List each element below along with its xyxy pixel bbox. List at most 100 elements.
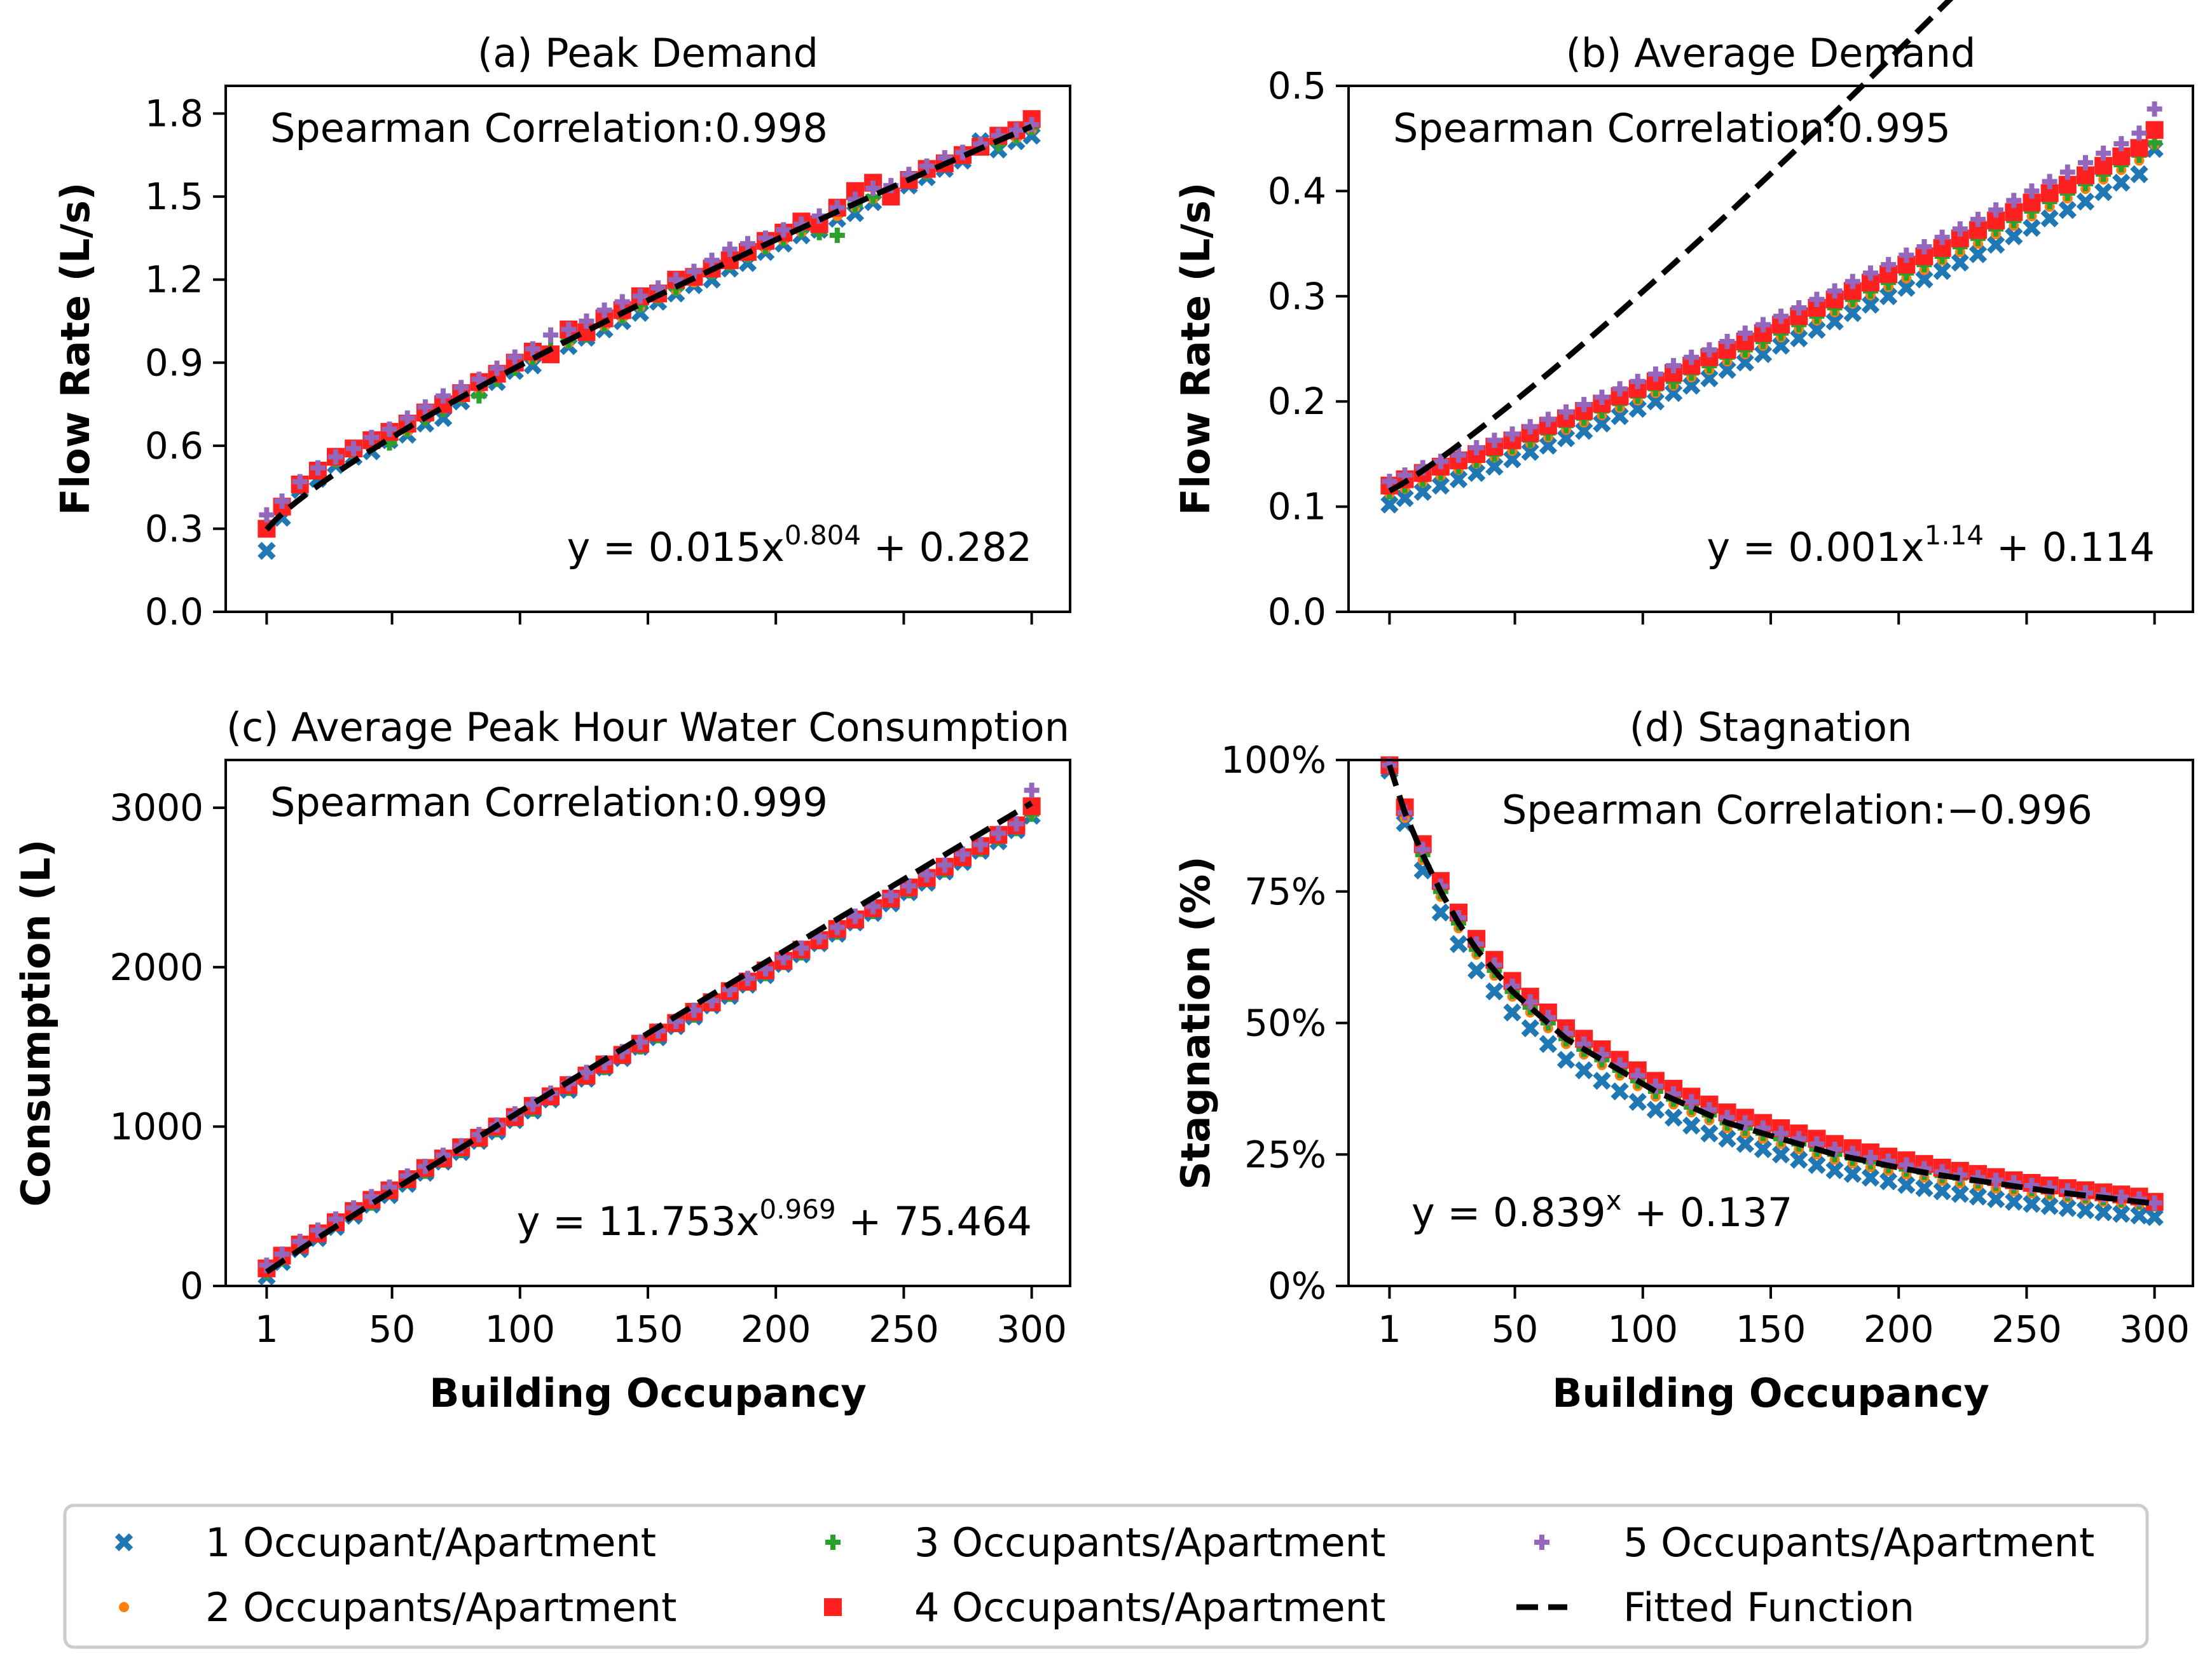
data-point (1736, 353, 1754, 372)
data-point (1611, 1082, 1629, 1101)
data-point (579, 1065, 594, 1081)
legend-label: 5 Occupants/Apartment (1623, 1519, 2094, 1566)
equation-exponent: 1.14 (1925, 520, 1984, 551)
data-point (2094, 1203, 2113, 1222)
data-point (1881, 257, 1897, 273)
data-point (2131, 125, 2147, 141)
x-tick-label: 250 (1991, 1308, 2062, 1351)
series-5 (1382, 101, 2162, 489)
fitted-function-line (264, 123, 1033, 532)
data-point (919, 158, 935, 174)
data-point (453, 380, 469, 396)
data-point (1556, 429, 1576, 448)
data-point (1899, 247, 1914, 263)
data-point (2076, 1201, 2095, 1220)
data-point (1879, 287, 1898, 305)
data-point (1449, 935, 1468, 953)
data-point (2023, 219, 2041, 237)
fit-equation: y = 11.753x0.969 + 75.464 (517, 1194, 1032, 1245)
data-point (901, 878, 917, 894)
data-point (2112, 173, 2131, 192)
data-point (1719, 333, 1735, 349)
data-point (1485, 457, 1504, 476)
y-axis-label: Stagnation (%) (1172, 856, 1219, 1190)
data-point (865, 899, 881, 915)
panel-b: (b) Average Demand 0.0 0.1 0.2 0.3 0.4 0.5 Flow… (1172, 0, 2194, 633)
data-point (1503, 450, 1522, 469)
y-tick-label: 0.9 (145, 341, 203, 384)
data-point (1844, 273, 1860, 289)
y-tick-label: 0.0 (145, 590, 203, 633)
data-point (1431, 903, 1450, 922)
data-point (1933, 261, 1951, 280)
y-tick-label: 1.8 (145, 92, 203, 135)
x-tick-label: 200 (1864, 1308, 1934, 1351)
data-point (1700, 369, 1719, 387)
data-point (1467, 464, 1486, 482)
data-point (434, 409, 453, 427)
x-tick-label: 1 (255, 1308, 278, 1351)
y-tick-label: 0.6 (145, 424, 203, 467)
data-point (1575, 1061, 1593, 1080)
legend-label: 3 Occupants/Apartment (914, 1519, 1385, 1566)
data-point (274, 493, 290, 509)
y-tick-label: 25% (1244, 1133, 1326, 1176)
data-point (1808, 1156, 1826, 1174)
data-point (1521, 443, 1539, 461)
data-point (1771, 336, 1790, 355)
data-point (1684, 1094, 1700, 1110)
data-point (847, 908, 863, 924)
y-tick-label: 3000 (109, 786, 203, 829)
data-point (1382, 473, 1398, 489)
fitted-function-line (264, 800, 1033, 1275)
data-point (722, 241, 738, 257)
data-point (1539, 1035, 1558, 1053)
data-point (2130, 139, 2148, 157)
data-point (883, 888, 899, 904)
data-point (381, 421, 397, 437)
y-tick-label: 1.5 (145, 175, 203, 218)
data-point (1986, 235, 2005, 254)
data-point (1970, 212, 1986, 228)
data-point (2024, 1178, 2040, 1194)
data-point (310, 1222, 326, 1238)
x-tick-label: 150 (1736, 1308, 1806, 1351)
data-point (1825, 1161, 1844, 1180)
equation-constant: + 0.114 (1984, 524, 2155, 570)
data-point (310, 460, 326, 476)
data-point (328, 449, 344, 465)
x-axis-label: Building Occupancy (1552, 1370, 1989, 1416)
data-point (1469, 439, 1485, 455)
data-point (1952, 221, 1968, 237)
fitted-function-line (1387, 764, 2155, 1206)
equation-constant: + 0.137 (1621, 1189, 1792, 1236)
legend-swatch-5 (1534, 1535, 1549, 1550)
data-point (2113, 135, 2129, 151)
data-point (1951, 253, 1969, 272)
data-point (1594, 389, 1610, 405)
spearman-correlation: Spearman Correlation:−0.996 (1502, 787, 2092, 833)
equation-exponent: 0.804 (785, 520, 861, 551)
data-point (1968, 245, 1988, 263)
data-point (436, 388, 451, 404)
data-point (2040, 209, 2059, 228)
y-tick-label: 0% (1268, 1264, 1326, 1308)
spearman-correlation: Spearman Correlation:0.999 (270, 779, 828, 826)
data-point (1736, 1135, 1754, 1153)
data-point (1791, 300, 1807, 315)
legend-swatch-2 (119, 1602, 129, 1612)
legend-swatch-3 (825, 1535, 841, 1550)
data-point (489, 360, 505, 376)
legend-box (63, 1503, 2149, 1649)
data-point (1612, 381, 1628, 397)
legend-label: 2 Occupants/Apartment (205, 1584, 677, 1631)
data-point (364, 429, 380, 445)
data-point (1790, 329, 1808, 348)
data-point (1521, 1019, 1539, 1037)
data-point (1666, 357, 1682, 373)
data-point (1827, 283, 1843, 299)
data-point (1664, 1109, 1683, 1127)
data-point (1754, 345, 1773, 363)
